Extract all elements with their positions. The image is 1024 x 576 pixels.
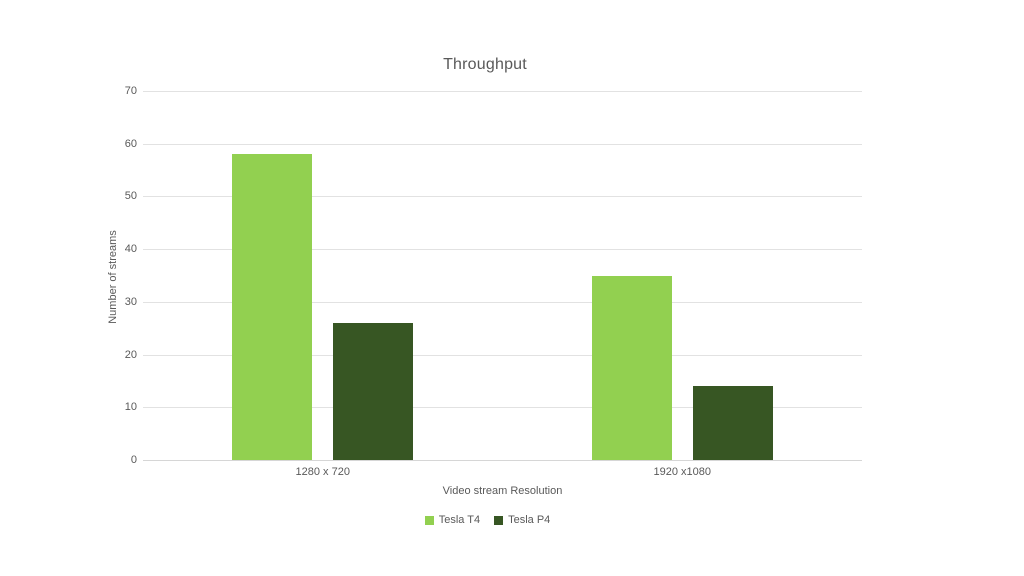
- x-tick-label-1280-x-720: 1280 x 720: [295, 466, 350, 478]
- bar-tesla-t4-1920-x1080: [591, 275, 672, 460]
- y-tick-label-20: 20: [124, 348, 137, 361]
- y-tick-label-40: 40: [124, 243, 137, 256]
- chart-legend: Tesla T4 Tesla P4: [0, 514, 975, 526]
- legend-label-tesla-p4: Tesla P4: [508, 514, 551, 526]
- bar-tesla-p4-1280-x-720: [333, 322, 414, 460]
- legend-swatch-tesla-t4: [424, 515, 434, 525]
- gridline-30: [143, 301, 862, 303]
- y-tick-label-0: 0: [130, 454, 137, 466]
- gridline-70: [143, 91, 862, 92]
- gridline-50: [143, 196, 862, 198]
- legend-item-tesla-p4: Tesla P4: [494, 514, 550, 526]
- x-axis-line: [143, 460, 862, 461]
- y-tick-label-10: 10: [124, 401, 137, 414]
- x-axis-title: Video stream Resolution: [442, 485, 563, 497]
- y-tick-label-30: 30: [124, 295, 137, 308]
- bar-tesla-p4-1920-x1080: [692, 386, 773, 460]
- y-axis-title: Number of streams: [107, 230, 119, 324]
- legend-item-tesla-t4: Tesla T4: [424, 514, 481, 526]
- bar-tesla-t4-1280-x-720: [232, 154, 313, 460]
- plot-area: [143, 91, 862, 461]
- legend-label-tesla-t4: Tesla T4: [438, 514, 481, 526]
- gridline-20: [143, 354, 862, 356]
- gridline-60: [143, 143, 862, 145]
- gridline-40: [143, 249, 862, 251]
- gridline-10: [143, 407, 862, 409]
- y-tick-label-50: 50: [124, 190, 137, 203]
- chart-title: Throughput: [443, 56, 527, 73]
- x-tick-label-1920-x1080: 1920 x1080: [653, 466, 712, 478]
- y-tick-label-70: 70: [124, 85, 137, 97]
- y-tick-label-60: 60: [124, 137, 137, 150]
- legend-swatch-tesla-p4: [494, 515, 504, 525]
